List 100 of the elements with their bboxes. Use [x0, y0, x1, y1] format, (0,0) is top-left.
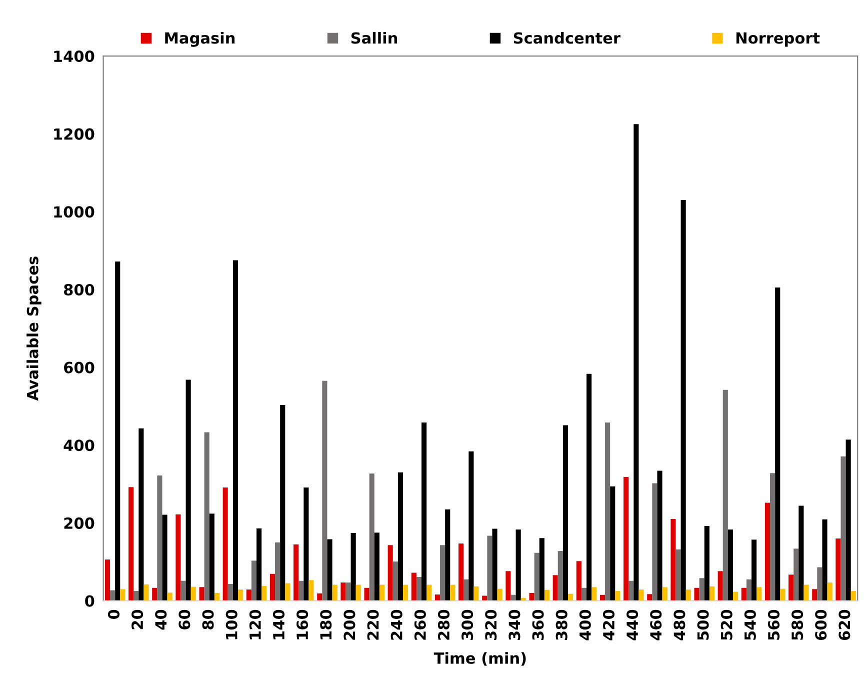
x-tick-label: 380 [556, 610, 568, 640]
x-tick-label: 260 [414, 610, 426, 640]
bar [817, 567, 822, 601]
bar [199, 587, 204, 601]
y-tick-label: 400 [64, 440, 94, 452]
bar [464, 579, 469, 601]
x-tick-label: 200 [344, 610, 356, 640]
x-tick-label: 620 [838, 610, 850, 640]
bar [497, 588, 502, 601]
bar [232, 260, 238, 601]
bar [246, 589, 252, 601]
bar [445, 509, 450, 601]
bar [411, 572, 416, 601]
bar [388, 545, 393, 601]
x-tick-label: 240 [390, 610, 402, 640]
bar [764, 502, 770, 601]
bar [458, 544, 464, 601]
bar [846, 440, 851, 601]
bar [416, 577, 422, 601]
bar [657, 470, 662, 601]
bar [624, 477, 629, 601]
bar [822, 519, 828, 601]
bar [308, 580, 314, 601]
x-tick-label: 360 [532, 610, 544, 640]
bar [294, 544, 299, 601]
bar [492, 528, 498, 601]
bar [770, 473, 776, 601]
bar [652, 483, 658, 601]
bar [392, 561, 398, 601]
bar [592, 587, 597, 601]
bar [827, 582, 832, 601]
bar [694, 588, 700, 601]
bar [586, 374, 592, 601]
x-tick-label: 420 [602, 610, 615, 640]
bar [552, 575, 558, 601]
bar [718, 571, 723, 601]
bar [422, 422, 427, 601]
bar [120, 589, 126, 601]
x-axis-title: Time (min) [434, 652, 526, 666]
bar [238, 589, 244, 601]
bar [162, 514, 168, 601]
bar [722, 390, 728, 601]
bar [506, 571, 511, 601]
x-tick-label: 100 [226, 610, 238, 640]
bar [581, 588, 587, 601]
x-tick-label: 400 [579, 610, 591, 640]
x-tick-label: 480 [674, 610, 686, 640]
bar [699, 578, 704, 601]
x-tick-label: 20 [132, 610, 144, 630]
bar [138, 428, 144, 601]
legend-label: Scandcenter [514, 32, 620, 44]
bar [676, 549, 681, 601]
bar [686, 589, 691, 601]
y-tick-label: 1400 [54, 50, 94, 62]
bar [440, 545, 446, 601]
bar [662, 587, 668, 601]
bar [850, 591, 856, 601]
bar [474, 586, 479, 601]
bar [298, 580, 304, 601]
bar [752, 540, 757, 601]
y-tick-label: 600 [64, 362, 94, 374]
bar [280, 405, 286, 601]
bar [262, 586, 267, 601]
bar [350, 533, 356, 601]
bar [534, 552, 540, 601]
x-tick-label: 580 [792, 610, 804, 640]
bar [186, 380, 191, 601]
bar [638, 589, 644, 601]
bar [144, 584, 149, 601]
bar [209, 514, 214, 601]
x-tick-label: 600 [815, 610, 827, 640]
bar [340, 582, 346, 601]
bar [190, 586, 196, 601]
bar [756, 587, 762, 601]
y-tick-label: 0 [85, 595, 94, 607]
x-tick-label: 280 [438, 610, 450, 640]
bar [403, 584, 408, 601]
y-axis-title: Available Spaces [26, 256, 42, 401]
x-tick-label: 220 [367, 610, 379, 640]
bar [222, 488, 228, 601]
legend-label: Norreport [736, 32, 820, 47]
legend-label: Magasin [165, 32, 235, 47]
bar [251, 560, 257, 601]
bar [746, 579, 752, 601]
bar [647, 594, 652, 601]
bar [228, 584, 233, 601]
bar [836, 538, 841, 601]
y-tick-label: 200 [64, 517, 94, 529]
bar [167, 592, 172, 601]
x-tick-label: 320 [485, 610, 497, 640]
bar [615, 591, 620, 601]
bar [576, 561, 582, 601]
x-tick-label: 340 [508, 610, 520, 640]
x-tick-label: 140 [272, 610, 285, 640]
bar [680, 200, 686, 601]
x-tick-label: 180 [320, 610, 332, 640]
x-tick-label: 540 [744, 610, 756, 640]
x-tick-label: 500 [697, 610, 709, 640]
x-tick-label: 520 [720, 610, 732, 640]
bar [798, 506, 804, 601]
